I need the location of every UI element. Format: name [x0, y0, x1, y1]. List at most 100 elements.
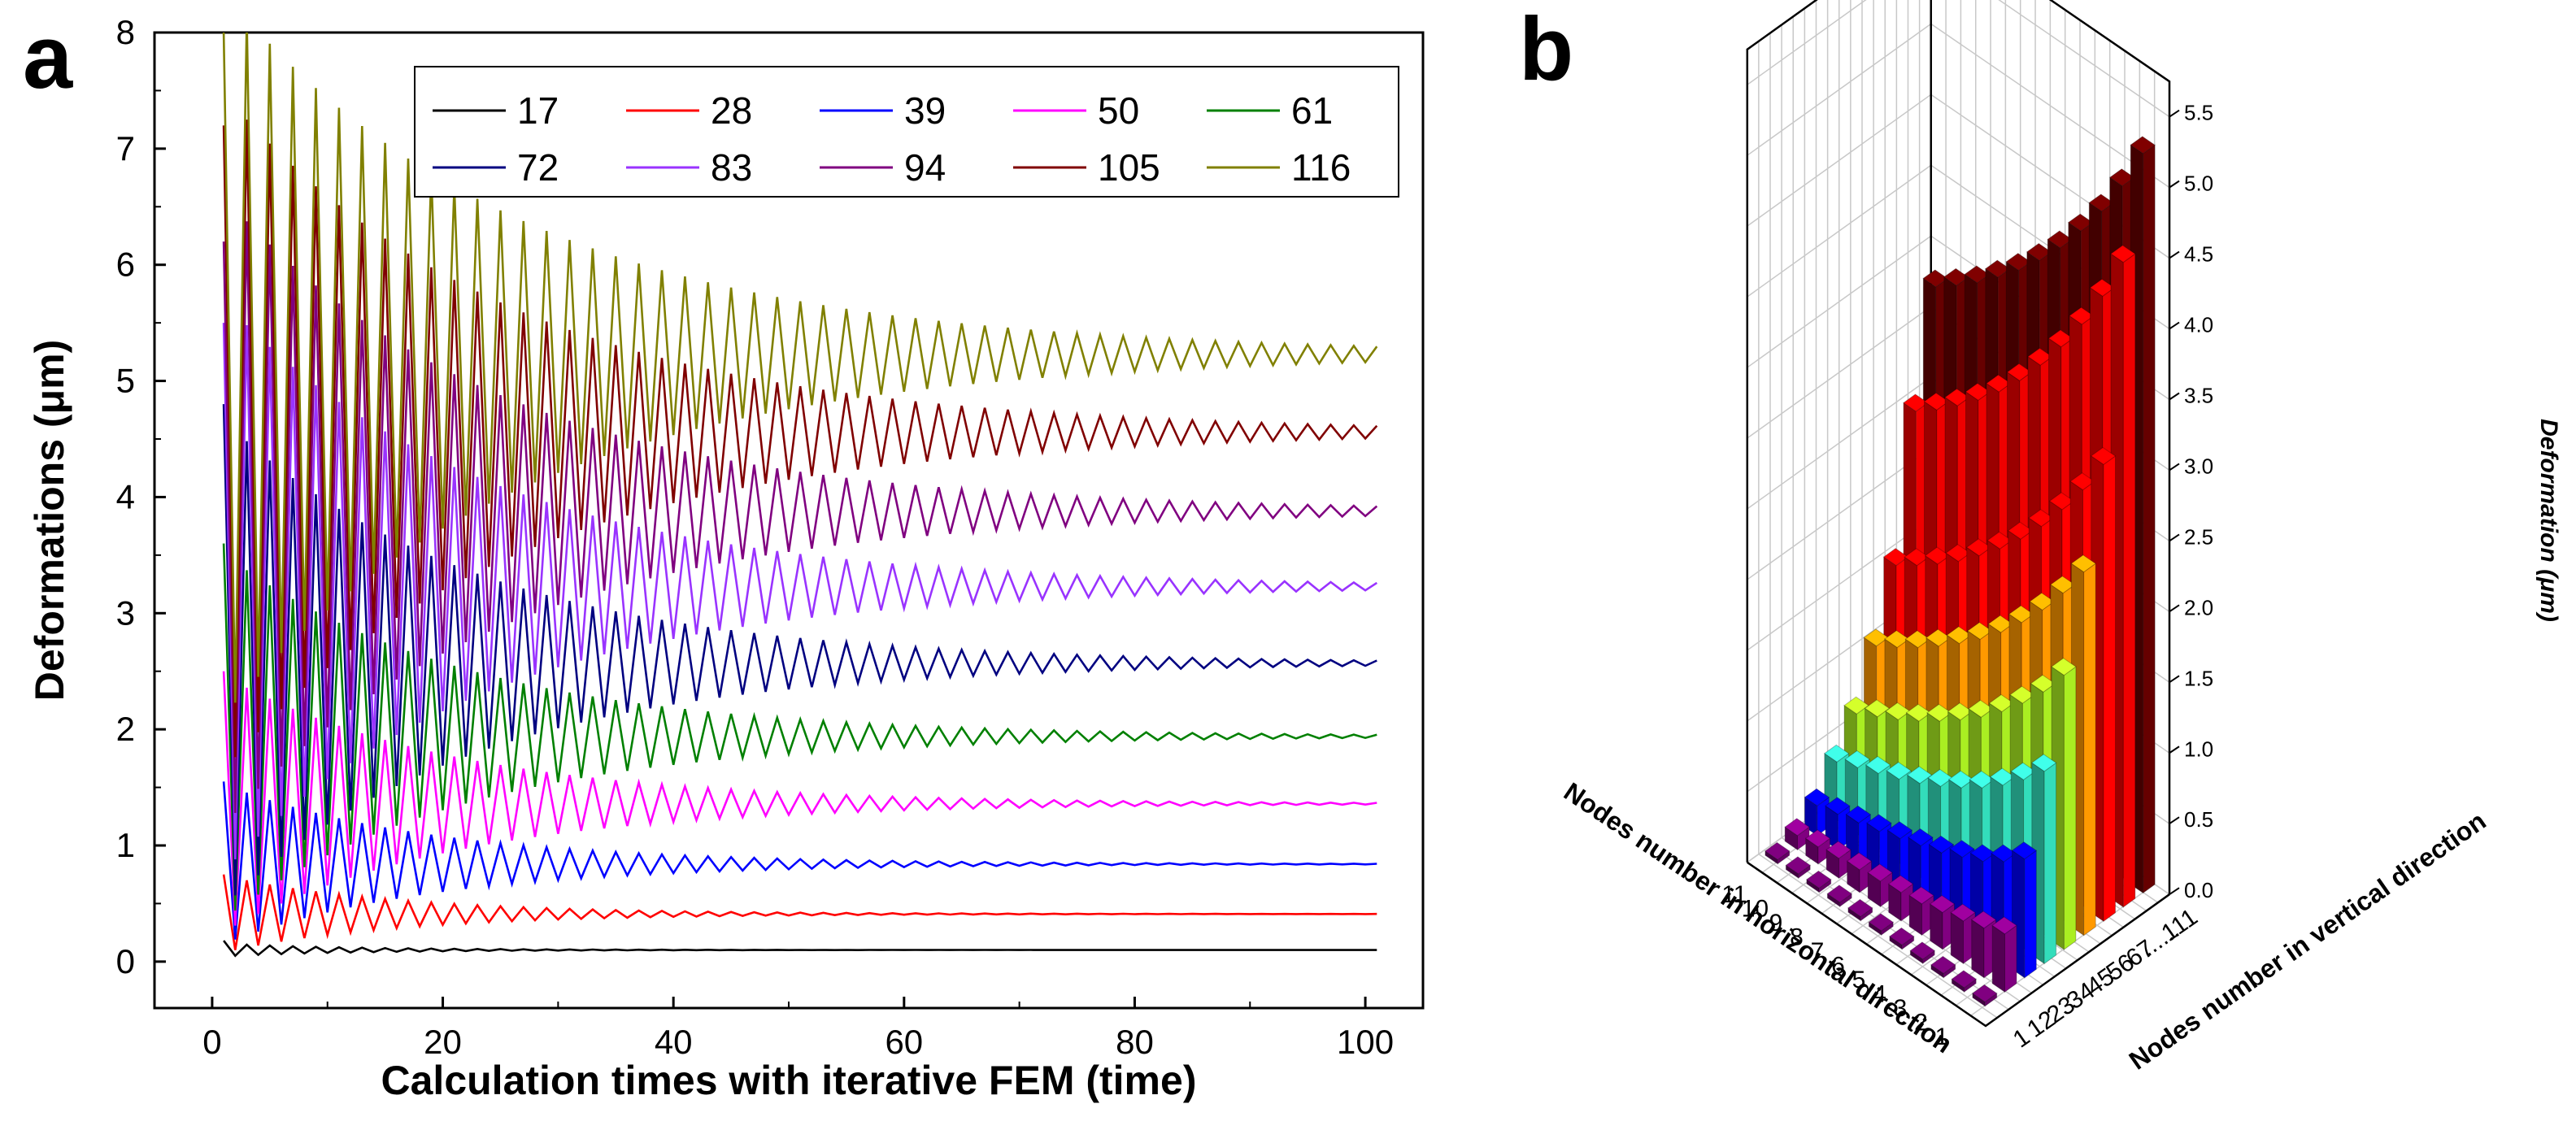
horizontal-tick-label: 9: [1769, 910, 1783, 937]
bar-v1-h3: [1930, 955, 1956, 979]
floor-grid-line: [1758, 854, 1998, 1019]
horizontal-tick-label: 4: [1873, 980, 1886, 1007]
z-tick-mark: [2169, 745, 2180, 754]
bar-v1-h2: [1951, 970, 1978, 993]
bar-v12-h9: [1825, 841, 1852, 880]
horizontal-tick-label: 6: [1831, 952, 1845, 979]
bar-v1-h7: [1847, 898, 1873, 922]
z-tick-label: 3.0: [2184, 454, 2213, 478]
side-wall-grid-line: [1747, 447, 1932, 580]
legend-label-28: 28: [711, 89, 752, 132]
panel-a-series-group: [222, 33, 1378, 958]
z-tick-label: 3.5: [2184, 383, 2213, 407]
z-tick-mark: [2169, 321, 2180, 330]
z-tick-mark: [2169, 392, 2180, 401]
legend-label-83: 83: [711, 146, 752, 189]
horizontal-tick-label: 5: [1852, 967, 1866, 993]
back-wall-grid-line: [1998, 0, 2170, 118]
series-line-94: [222, 221, 1378, 814]
z-tick-mark: [2169, 533, 2180, 542]
bar-v12-h8: [1846, 852, 1873, 893]
x-tick-label: 80: [1116, 1023, 1154, 1061]
y-tick-label: 1: [116, 826, 135, 864]
panel-b-z-axis-title: Deformation (μm): [2535, 419, 2562, 622]
z-tick-label: 4.0: [2184, 313, 2213, 337]
panel-a-label: a: [23, 7, 73, 107]
series-line-17: [223, 940, 1377, 958]
y-tick-label: 8: [116, 13, 135, 51]
x-tick-label: 40: [655, 1023, 693, 1061]
z-tick-mark: [2169, 250, 2180, 259]
z-tick-mark: [2169, 180, 2180, 189]
horizontal-tick-label: 3: [1894, 995, 1908, 1022]
legend-label-50: 50: [1098, 89, 1139, 132]
z-tick-mark: [2169, 887, 2180, 896]
y-tick-label: 2: [116, 710, 135, 748]
bar-v1-h10: [1785, 856, 1812, 880]
z-tick-label: 4.5: [2184, 242, 2213, 267]
box-edge: [1746, 0, 2171, 895]
x-tick-label: 0: [202, 1023, 221, 1061]
bar-v1-h8: [1826, 884, 1853, 908]
series-line-83: [222, 323, 1378, 860]
horizontal-tick-label: 8: [1790, 924, 1804, 950]
panel-a-line-chart: a 0 20 40 60 80 100 0 1 2 3 4 5 6 7 8 Calculation tim…: [23, 7, 1425, 1103]
legend-label-17: 17: [517, 89, 559, 132]
bar-v1-h4: [1909, 941, 1936, 965]
bar-v12-h6: [1887, 875, 1914, 922]
horizontal-tick-label: 10: [1742, 895, 1769, 922]
series-line-72: [222, 404, 1377, 896]
x-tick-label: 20: [424, 1023, 462, 1061]
side-wall-grid-line: [1747, 93, 1932, 227]
horizontal-tick-label: 2: [1914, 1009, 1928, 1036]
bar-v12-h11: [1784, 818, 1810, 851]
panel-b-3d-bar-chart: b 12345678910111122334455667......1110.0…: [1519, 0, 2562, 1076]
z-tick-label: 2.5: [2184, 524, 2213, 549]
z-tick-label: 1.5: [2184, 666, 2213, 690]
panel-a-x-ticks: 0 20 40 60 80 100: [202, 997, 1394, 1061]
x-tick-label: 100: [1337, 1023, 1394, 1061]
series-line-105: [222, 120, 1378, 758]
panel-b-label: b: [1519, 0, 1573, 99]
panel-a-legend-box: [414, 66, 1399, 198]
series-line-116: [222, 33, 1378, 703]
z-tick-mark: [2169, 463, 2180, 472]
y-tick-label: 0: [116, 942, 135, 980]
bar-v1-h5: [1889, 927, 1915, 950]
legend-label-72: 72: [517, 146, 559, 189]
z-tick-mark: [2169, 816, 2180, 825]
bar-v56-h1: [2070, 554, 2097, 937]
series-line-50: [222, 671, 1377, 926]
z-tick-mark: [2169, 109, 2180, 118]
bar-v1-h1: [1972, 984, 1998, 1007]
legend-label-105: 105: [1098, 146, 1160, 189]
series-line-39: [222, 781, 1377, 940]
y-tick-label: 4: [116, 477, 135, 515]
z-tick-label: 5.0: [2184, 172, 2213, 196]
panel-a-x-axis-title: Calculation times with iterative FEM (ti…: [381, 1058, 1197, 1103]
z-tick-label: 5.5: [2184, 101, 2213, 125]
bar-v1-h6: [1868, 913, 1895, 937]
series-line-61: [222, 543, 1377, 911]
bar-v1-h9: [1806, 870, 1832, 893]
horizontal-tick-label: 11: [1721, 881, 1747, 908]
side-wall-grid-line: [1747, 518, 1932, 651]
horizontal-tick-label: 7: [1811, 938, 1825, 965]
series-line-28: [222, 874, 1377, 950]
z-tick-mark: [2169, 675, 2180, 684]
panel-a-legend: 17 28 39 50 61 72 83 94 105 116: [414, 66, 1399, 198]
y-tick-label: 7: [116, 129, 135, 167]
bar-v12-h1: [1991, 916, 2017, 993]
side-wall-grid-line: [1747, 164, 1932, 298]
y-tick-label: 6: [116, 246, 135, 284]
panel-b-bars: [1764, 136, 2156, 1007]
z-tick-label: 0.5: [2184, 807, 2213, 832]
horizontal-tick-label: 1: [1935, 1024, 1949, 1050]
legend-label-61: 61: [1291, 89, 1333, 132]
legend-label-116: 116: [1291, 146, 1351, 189]
z-tick-label: 2.0: [2184, 595, 2213, 619]
z-tick-label: 0.0: [2184, 878, 2213, 902]
side-wall-grid-line: [1747, 235, 1932, 368]
x-tick-label: 60: [885, 1023, 923, 1061]
